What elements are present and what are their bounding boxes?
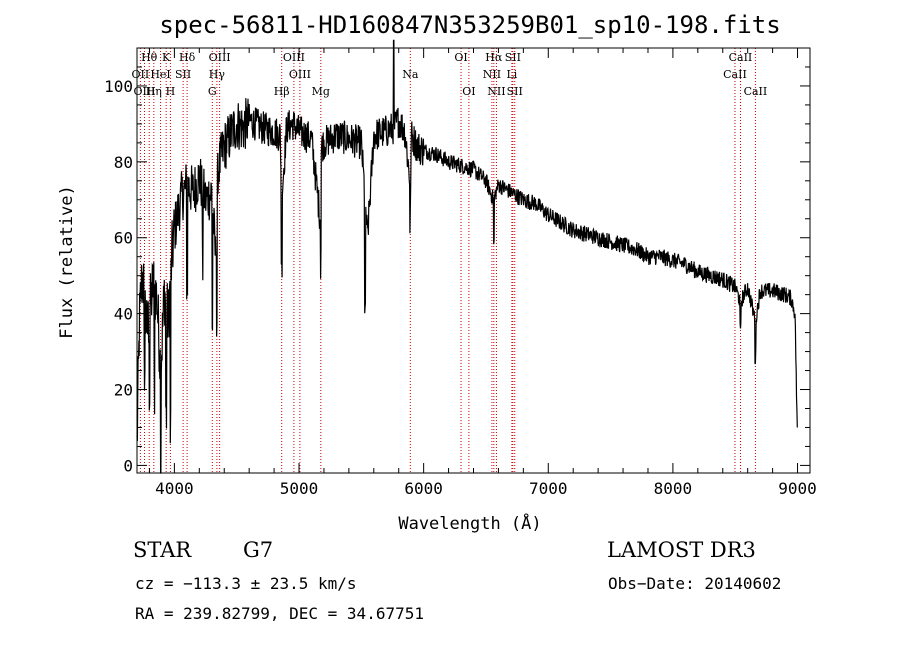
spectral-line-label: Hη <box>146 85 162 98</box>
x-axis-label: Wavelength (Å) <box>398 512 541 534</box>
x-tick-label: 8000 <box>654 479 693 498</box>
spectral-line-label: CaII <box>729 51 753 64</box>
survey-name: LAMOST DR3 <box>607 538 756 562</box>
object-class: STAR <box>133 538 192 562</box>
object-subclass: G7 <box>243 538 274 562</box>
x-tick-label: 6000 <box>404 479 443 498</box>
coordinates: RA = 239.82799, DEC = 34.67751 <box>135 604 424 623</box>
spectral-line-label: CaII <box>723 68 747 81</box>
spectral-line-label: Hγ <box>209 68 226 81</box>
x-tick-label: 7000 <box>529 479 568 498</box>
spectral-line-label: NII <box>483 68 501 81</box>
spectral-line-label: H <box>166 85 176 98</box>
spectral-line-label: OIII <box>209 51 231 64</box>
x-axis: 4000 5000 6000 7000 8000 9000 <box>148 48 817 498</box>
y-axis-label: Flux (relative) <box>57 185 77 339</box>
observation-date: Obs−Date: 20140602 <box>608 574 782 593</box>
y-tick-label: 80 <box>114 153 133 172</box>
redshift-cz: cz = −113.3 ± 23.5 km/s <box>135 574 357 593</box>
spectral-line-label: Li <box>506 68 517 81</box>
spectrum-series-line <box>136 39 798 474</box>
spectral-line-label: NII <box>487 85 505 98</box>
spectral-line-label: OIII <box>283 51 305 64</box>
spectral-line-label: K <box>162 51 171 64</box>
x-tick-label: 9000 <box>778 479 817 498</box>
spectral-line-label: CaII <box>744 85 768 98</box>
x-tick-label: 4000 <box>155 479 194 498</box>
chart-title: spec-56811-HD160847N353259B01_sp10-198.f… <box>159 11 780 39</box>
spectral-line-label: Hβ <box>274 85 290 98</box>
y-tick-label: 20 <box>114 381 133 400</box>
spectral-line-label: Hδ <box>179 51 196 64</box>
x-tick-label: 5000 <box>280 479 319 498</box>
spectral-line-label: Hθ <box>141 51 158 64</box>
y-tick-label: 40 <box>114 305 133 324</box>
spectral-line-label: SII <box>507 85 523 98</box>
spectral-line-label: HeI <box>150 68 170 81</box>
spectral-line-label: OII <box>132 68 150 81</box>
spectral-line-label: SII <box>175 68 191 81</box>
y-tick-label: 0 <box>123 456 133 475</box>
y-tick-label: 100 <box>104 77 133 96</box>
spectral-line-label: Hα <box>485 51 503 64</box>
y-tick-label: 60 <box>114 229 133 248</box>
spectral-line-label: Na <box>402 68 419 81</box>
spectral-line-label: G <box>208 85 217 98</box>
spectral-line-label: OIII <box>289 68 311 81</box>
spectral-line-label: Mg <box>312 85 330 98</box>
y-axis: 0 20 40 60 80 100 <box>104 66 810 475</box>
spectral-line-label: OI <box>454 51 467 64</box>
spectral-line-label: OIII <box>133 85 155 98</box>
spectral-line-label: SII <box>505 51 521 64</box>
spectral-line-label: OI <box>462 85 475 98</box>
